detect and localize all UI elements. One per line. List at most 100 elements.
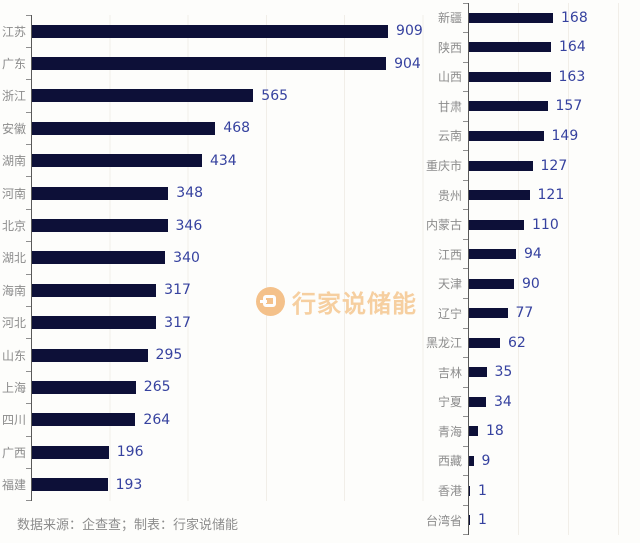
bar xyxy=(469,515,470,526)
bar-row: 吉林 35 xyxy=(424,357,640,388)
value-label: 110 xyxy=(532,216,559,233)
bar-row: 广东 904 xyxy=(0,46,428,80)
bar xyxy=(32,380,136,394)
plot-area: 77 xyxy=(468,298,640,329)
plot-area: 164 xyxy=(468,32,640,63)
bar xyxy=(469,337,500,348)
plot-area: 149 xyxy=(468,121,640,151)
bar-row: 天津 90 xyxy=(424,268,640,299)
plot-area: 565 xyxy=(31,79,428,113)
bar-row: 内蒙古 110 xyxy=(424,209,640,240)
bar xyxy=(469,367,487,378)
bar xyxy=(469,160,533,171)
value-label: 77 xyxy=(515,305,534,322)
value-label: 295 xyxy=(155,347,183,364)
bar-row: 青海 18 xyxy=(424,416,640,447)
bar-row: 安徽 468 xyxy=(0,111,428,145)
bar xyxy=(469,426,478,437)
bar-row: 新疆 168 xyxy=(424,2,640,33)
bar-row: 辽宁 77 xyxy=(424,297,640,329)
bar-chart-right: 新疆 168 陕西 164 山西 163 甘肃 157 云南 149 重庆市 127 贵州 121 内蒙古 1… xyxy=(424,2,640,536)
plot-area: 34 xyxy=(468,387,640,417)
bar xyxy=(469,308,508,319)
bar-row: 河北 317 xyxy=(0,306,428,339)
category-label: 山西 xyxy=(437,70,462,85)
bar xyxy=(469,130,544,141)
value-label: 264 xyxy=(143,411,171,428)
plot-area: 264 xyxy=(31,403,428,437)
value-label: 164 xyxy=(559,39,586,56)
category-label: 甘肃 xyxy=(437,99,462,114)
category-label: 北京 xyxy=(1,219,26,234)
bar-row: 黑龙江 62 xyxy=(424,327,640,358)
category-label: 台湾省 xyxy=(425,513,462,528)
bar-row: 广西 196 xyxy=(0,435,428,469)
bar xyxy=(469,278,514,289)
value-label: 904 xyxy=(394,55,421,72)
bar-row: 贵州 121 xyxy=(424,179,640,210)
value-label: 9 xyxy=(481,452,491,469)
bar-row: 浙江 565 xyxy=(0,79,428,113)
bar-row: 山东 295 xyxy=(0,338,428,372)
value-label: 265 xyxy=(143,379,171,396)
category-label: 山东 xyxy=(1,348,26,363)
value-label: 340 xyxy=(173,249,200,266)
value-label: 149 xyxy=(551,127,579,144)
bar xyxy=(32,24,389,38)
plot-area: 904 xyxy=(31,47,428,80)
plot-area: 90 xyxy=(468,268,640,299)
bar xyxy=(469,42,551,53)
bar-row: 宁夏 34 xyxy=(424,386,640,417)
source-note: 数据来源：企查查；制表：行家说储能 xyxy=(17,518,239,533)
value-label: 34 xyxy=(494,393,512,410)
bar xyxy=(32,154,202,168)
plot-area: 121 xyxy=(468,180,640,210)
bar-row: 福建 193 xyxy=(0,467,428,501)
plot-area: 196 xyxy=(31,436,428,469)
plot-area: 317 xyxy=(31,274,428,307)
plot-area: 1 xyxy=(468,505,640,535)
plot-area: 62 xyxy=(468,328,640,358)
bar xyxy=(32,57,387,71)
category-label: 河北 xyxy=(1,316,26,331)
bar xyxy=(469,396,486,407)
bar xyxy=(32,348,148,362)
plot-area: 348 xyxy=(31,176,428,210)
category-label: 上海 xyxy=(1,380,26,395)
bar-row: 湖南 434 xyxy=(0,144,428,177)
bar xyxy=(32,89,254,103)
plot-area: 157 xyxy=(468,91,640,122)
category-label: 黑龙江 xyxy=(425,336,462,351)
value-label: 196 xyxy=(116,444,144,461)
value-label: 35 xyxy=(494,364,513,381)
value-label: 317 xyxy=(164,314,191,331)
plot-area: 35 xyxy=(468,357,640,388)
category-label: 江苏 xyxy=(1,24,26,39)
chart-rows: 新疆 168 陕西 164 山西 163 甘肃 157 云南 149 重庆市 127 贵州 121 内蒙古 1… xyxy=(424,2,640,536)
bar xyxy=(32,413,136,427)
bar xyxy=(32,283,157,297)
bar-row: 香港 1 xyxy=(424,475,640,506)
bar-row: 北京 346 xyxy=(0,208,428,242)
plot-area: 909 xyxy=(31,15,428,48)
value-label: 193 xyxy=(115,476,143,493)
bar xyxy=(32,478,108,492)
bar-row: 海南 317 xyxy=(0,273,428,307)
bar xyxy=(469,485,470,496)
category-label: 辽宁 xyxy=(437,306,462,321)
plot-area: 9 xyxy=(468,446,640,476)
bar xyxy=(32,316,157,330)
value-label: 18 xyxy=(486,423,504,440)
category-label: 四川 xyxy=(1,413,26,428)
value-label: 1 xyxy=(478,512,487,529)
bar-row: 湖北 340 xyxy=(0,241,428,275)
plot-area: 434 xyxy=(31,144,428,177)
category-label: 陕西 xyxy=(437,40,462,55)
value-label: 163 xyxy=(558,68,586,85)
plot-area: 346 xyxy=(31,209,428,242)
bar-row: 云南 149 xyxy=(424,120,640,151)
category-label: 广东 xyxy=(1,57,26,72)
category-label: 广西 xyxy=(1,445,26,460)
value-label: 127 xyxy=(540,157,568,174)
plot-area: 18 xyxy=(468,416,640,447)
